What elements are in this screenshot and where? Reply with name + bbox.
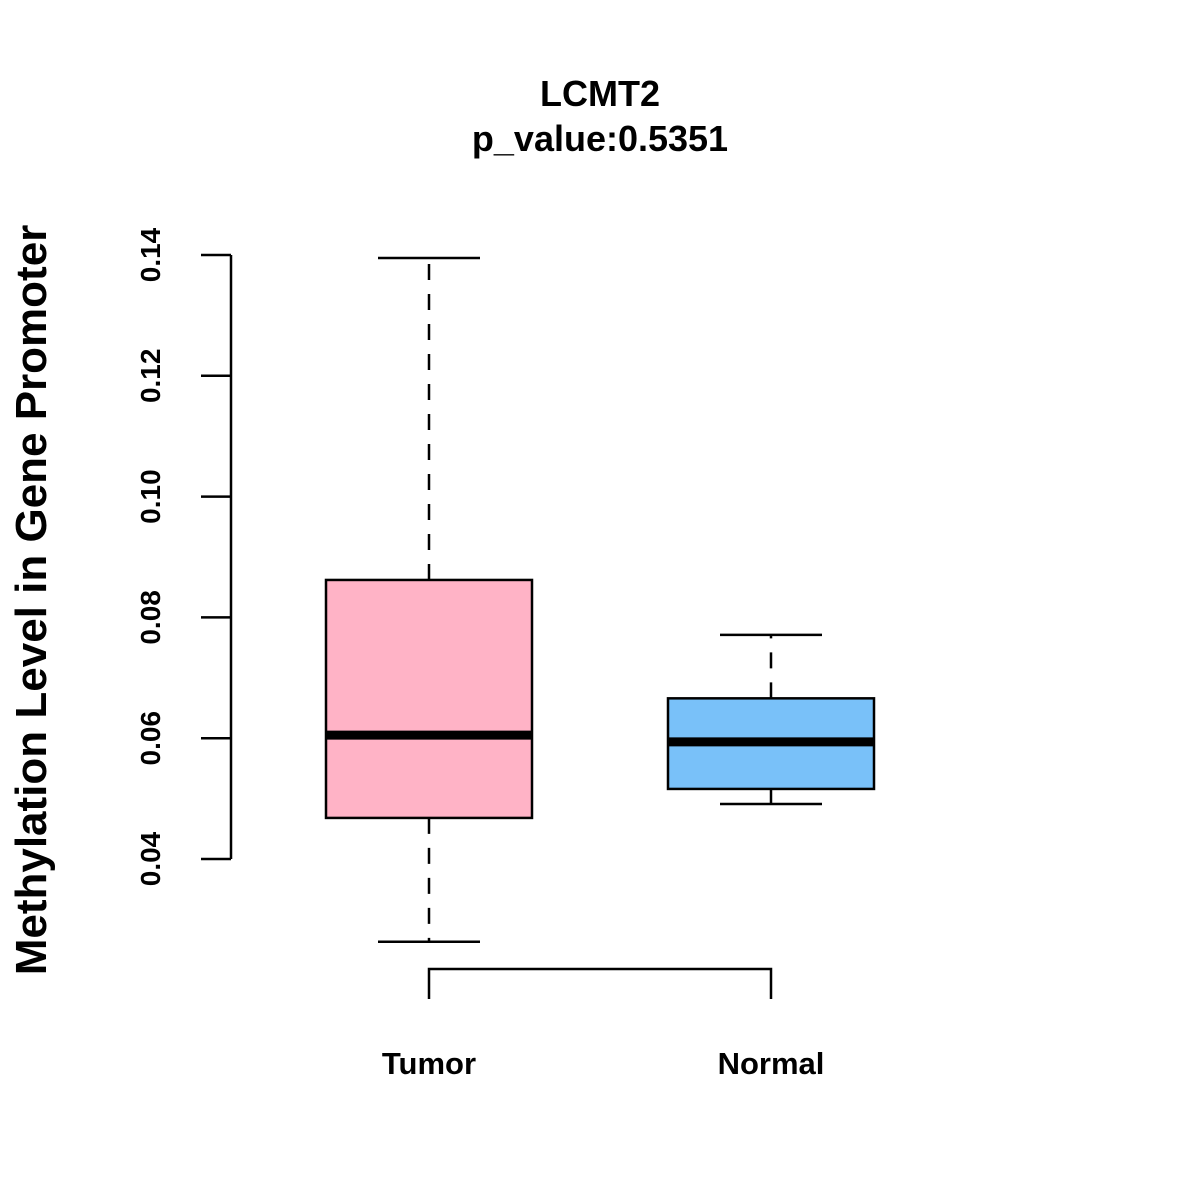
y-axis-label: Methylation Level in Gene Promoter (7, 225, 56, 976)
box-tumor (324, 256, 534, 943)
y-axis: 0.04 0.06 0.08 0.10 0.12 0.14 (135, 227, 233, 886)
comparison-bracket (427, 967, 773, 999)
y-tick-label: 0.10 (135, 469, 166, 523)
category-label-normal: Normal (718, 1046, 825, 1081)
bracket-line (427, 967, 773, 999)
box-normal (666, 633, 876, 806)
boxes (324, 256, 876, 943)
chart-subtitle: p_value:0.5351 (472, 118, 728, 159)
category-label-tumor: Tumor (382, 1046, 476, 1081)
category-labels: Tumor Normal (382, 1046, 824, 1081)
y-tick-label: 0.12 (135, 349, 166, 404)
y-tick-label: 0.08 (135, 590, 166, 645)
chart-title: LCMT2 (540, 73, 660, 114)
y-tick-label: 0.04 (135, 831, 166, 886)
iqr-box (324, 578, 534, 820)
y-tick-label: 0.14 (135, 227, 166, 282)
y-tick-label: 0.06 (135, 711, 166, 766)
